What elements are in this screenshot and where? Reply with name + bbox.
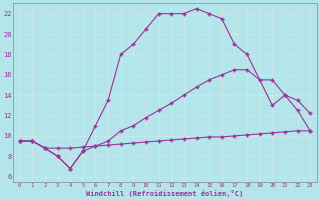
- X-axis label: Windchill (Refroidissement éolien,°C): Windchill (Refroidissement éolien,°C): [86, 190, 244, 197]
